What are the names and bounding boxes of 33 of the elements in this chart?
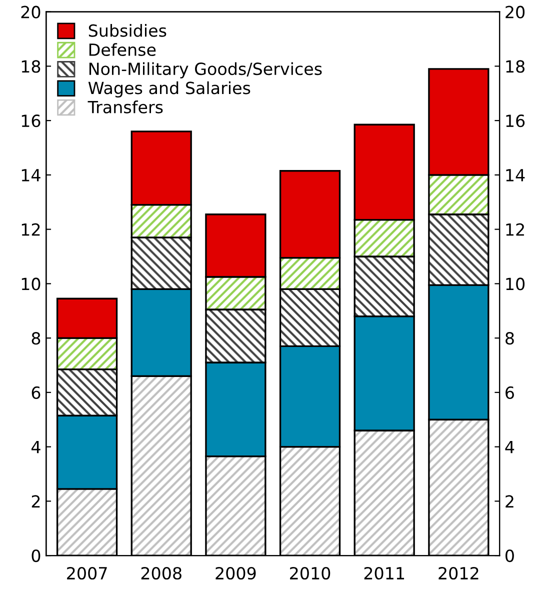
legend-label: Transfers (88, 100, 163, 114)
y2-tick-label: 12 (506, 223, 524, 236)
x-tick-label: 2008 (141, 566, 182, 580)
legend-label: Wages and Salaries (88, 81, 250, 98)
y2-tick-label: 14 (506, 169, 525, 182)
y2-tick-label: 20 (506, 6, 525, 18)
y-tick-label: 10 (22, 278, 40, 290)
y2-tick-label: 0 (506, 550, 514, 562)
y-tick-label: 6 (32, 386, 40, 399)
y2-tick-label: 16 (506, 114, 525, 128)
y-tick-label: 2 (32, 495, 40, 508)
y-tick-label: 14 (22, 169, 40, 182)
y-tick-label: 20 (21, 6, 40, 18)
y2-tick-label: 10 (506, 278, 525, 290)
x-tick-label: 2012 (438, 566, 478, 580)
y-tick-label: 18 (22, 60, 40, 73)
legend-label: Subsidies (88, 24, 166, 37)
legend-label: Non-Military Goods/Services (89, 62, 322, 78)
x-tick-label: 2007 (67, 566, 107, 580)
y-tick-label: 16 (22, 114, 40, 128)
y2-tick-label: 6 (506, 386, 514, 399)
y-tick-label: 12 (22, 223, 40, 236)
y2-tick-label: 2 (506, 495, 514, 508)
x-tick-label: 2011 (364, 566, 404, 580)
x-tick-label: 2010 (290, 566, 330, 580)
y-tick-label: 0 (32, 550, 40, 562)
y-tick-label: 8 (32, 332, 40, 345)
y2-tick-label: 8 (506, 332, 514, 345)
x-tick-label: 2009 (216, 566, 256, 580)
y2-tick-label: 4 (505, 440, 514, 454)
legend-label: Defense (89, 43, 156, 56)
y2-tick-label: 18 (506, 60, 524, 73)
y-tick-label: 4 (32, 440, 40, 454)
